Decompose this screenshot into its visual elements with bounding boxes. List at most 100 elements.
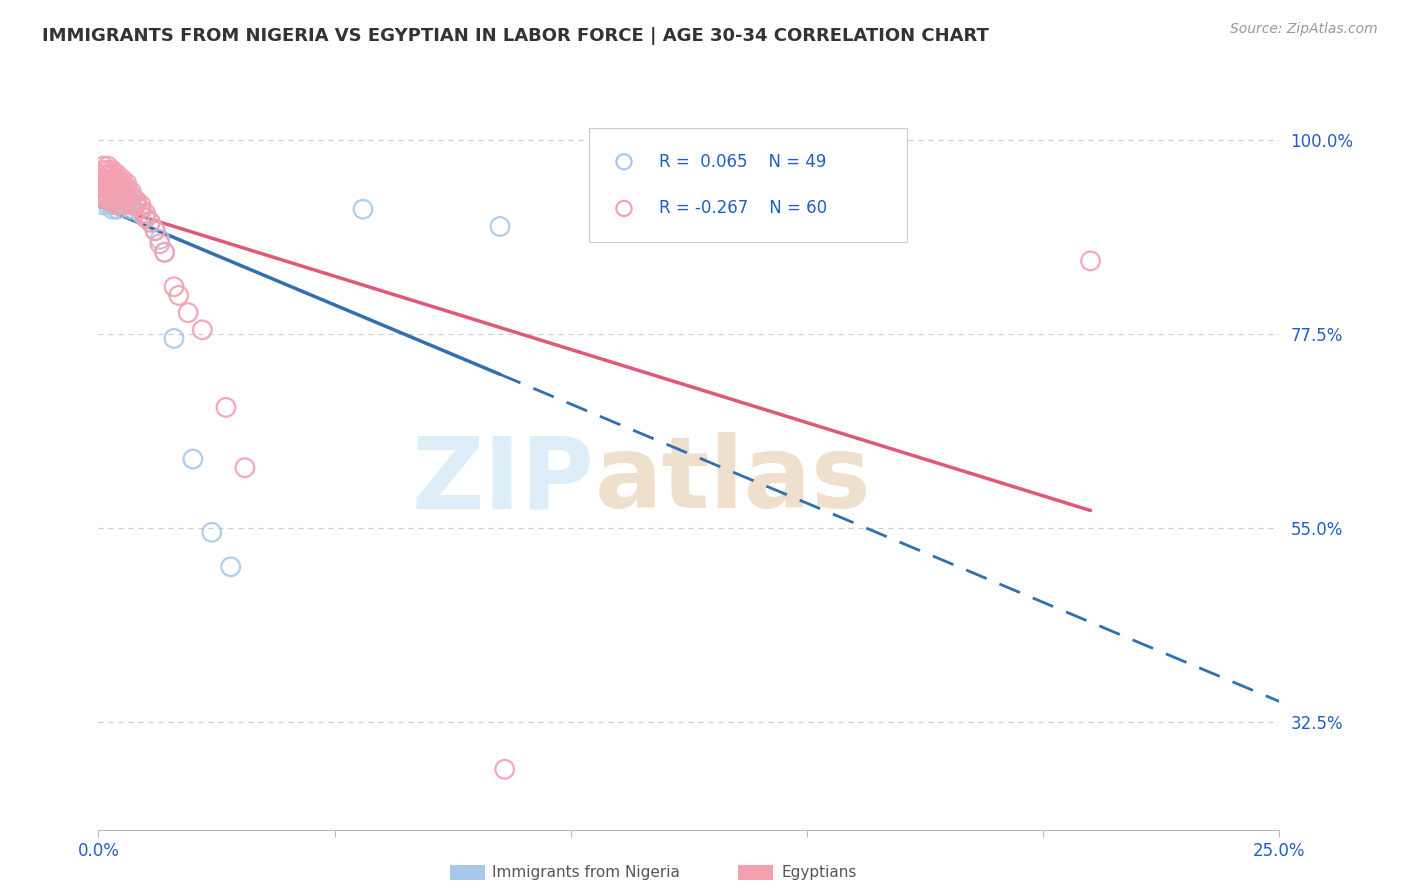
Point [115,194,138,208]
Point [125,194,148,208]
Point [105,198,128,212]
Point [97,168,120,182]
Point [115,177,138,191]
Point [91,189,114,203]
Point [129,206,152,220]
Point [101,172,124,186]
Point [105,180,128,194]
Point [115,189,138,203]
Text: ZIP: ZIP [412,433,595,529]
Point [101,180,124,194]
Point [489,219,512,234]
Point [97,177,120,191]
Point [219,559,242,574]
Point [101,194,124,208]
Point [97,168,120,182]
Point [101,163,124,178]
Point [91,180,114,194]
Point [111,180,134,194]
Point [91,159,114,173]
Point [129,198,152,212]
Point [149,236,172,251]
Text: IMMIGRANTS FROM NIGERIA VS EGYPTIAN IN LABOR FORCE | AGE 30-34 CORRELATION CHART: IMMIGRANTS FROM NIGERIA VS EGYPTIAN IN L… [42,27,988,45]
Point [121,198,143,212]
Point [125,198,148,212]
Point [91,198,114,212]
Point [97,198,120,212]
Text: R = -0.267    N = 60: R = -0.267 N = 60 [659,200,828,218]
Point [91,180,114,194]
Point [115,185,138,199]
Point [111,198,134,212]
Point [111,180,134,194]
Point [97,163,120,178]
Point [121,202,143,217]
Point [181,452,204,467]
Point [129,202,152,217]
Point [163,331,186,345]
Point [105,202,128,217]
Point [494,762,516,776]
Point [105,172,128,186]
Point [201,525,224,540]
Point [121,185,143,199]
Point [97,194,120,208]
Point [105,198,128,212]
FancyBboxPatch shape [589,128,907,242]
Point [91,172,114,186]
Point [115,194,138,208]
Point [105,180,128,194]
Text: R =  0.065    N = 49: R = 0.065 N = 49 [659,153,827,170]
Point [105,189,128,203]
Point [233,460,256,475]
Point [97,189,120,203]
Point [101,202,124,217]
Point [143,224,166,238]
Point [101,194,124,208]
Point [115,198,138,212]
Text: atlas: atlas [595,433,872,529]
Point [91,172,114,186]
Point [135,211,157,225]
Point [101,189,124,203]
Point [111,189,134,203]
Point [105,189,128,203]
Point [105,194,128,208]
Point [1080,254,1102,268]
Point [191,323,214,337]
Point [101,189,124,203]
Point [177,305,200,319]
Point [91,185,114,199]
Point [143,224,166,238]
Point [97,189,120,203]
Text: Source: ZipAtlas.com: Source: ZipAtlas.com [1230,22,1378,37]
Point [111,177,134,191]
Point [91,168,114,182]
Point [121,189,143,203]
Point [149,232,172,246]
Point [115,180,138,194]
Point [167,288,190,302]
Point [111,198,134,212]
Point [101,180,124,194]
Point [105,185,128,199]
Point [97,180,120,194]
Point [111,172,134,186]
Point [135,206,157,220]
Point [125,194,148,208]
Point [135,211,157,225]
Point [111,185,134,199]
Point [352,202,374,217]
Point [97,159,120,173]
Point [101,168,124,182]
Text: Immigrants from Nigeria: Immigrants from Nigeria [492,865,681,880]
Point [215,401,238,415]
Point [115,189,138,203]
Point [163,279,186,293]
Point [153,245,176,260]
Point [125,198,148,212]
Point [121,198,143,212]
Point [121,194,143,208]
Point [121,189,143,203]
Point [105,194,128,208]
